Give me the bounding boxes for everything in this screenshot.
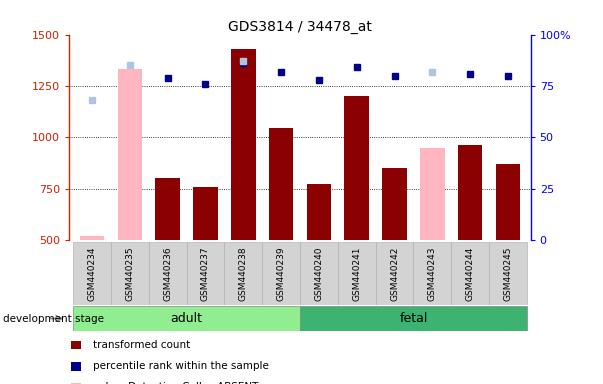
Bar	[71, 362, 81, 371]
Bar	[414, 242, 451, 305]
Bar	[193, 187, 218, 240]
Bar	[156, 179, 180, 240]
Bar	[149, 242, 186, 305]
Bar	[118, 70, 142, 240]
Bar	[224, 242, 262, 305]
Bar	[489, 242, 527, 305]
Text: GSM440245: GSM440245	[504, 247, 513, 301]
Bar	[80, 236, 104, 240]
Text: GSM440239: GSM440239	[277, 246, 286, 301]
Bar	[231, 49, 256, 240]
Text: GSM440236: GSM440236	[163, 246, 172, 301]
Bar	[71, 341, 81, 349]
Bar	[73, 242, 111, 305]
Text: GSM440241: GSM440241	[352, 247, 361, 301]
Text: GSM440234: GSM440234	[87, 247, 96, 301]
Text: GSM440235: GSM440235	[125, 246, 134, 301]
Text: GSM440242: GSM440242	[390, 247, 399, 301]
Text: adult: adult	[171, 312, 203, 325]
Bar	[382, 168, 407, 240]
Text: transformed count: transformed count	[93, 340, 191, 350]
Text: GSM440244: GSM440244	[466, 247, 475, 301]
Text: development stage: development stage	[3, 313, 104, 324]
Text: GSM440243: GSM440243	[428, 247, 437, 301]
Title: GDS3814 / 34478_at: GDS3814 / 34478_at	[228, 20, 372, 33]
Bar	[73, 306, 300, 331]
Text: percentile rank within the sample: percentile rank within the sample	[93, 361, 270, 371]
Bar	[420, 147, 444, 240]
Text: value, Detection Call = ABSENT: value, Detection Call = ABSENT	[93, 382, 259, 384]
Bar	[458, 146, 482, 240]
Bar	[376, 242, 414, 305]
Bar	[111, 242, 149, 305]
Bar	[186, 242, 224, 305]
Bar	[451, 242, 489, 305]
Bar	[262, 242, 300, 305]
Bar	[496, 164, 520, 240]
Bar	[338, 242, 376, 305]
Bar	[71, 383, 81, 384]
Text: fetal: fetal	[399, 312, 428, 325]
Text: GSM440240: GSM440240	[314, 247, 323, 301]
Text: GSM440237: GSM440237	[201, 246, 210, 301]
Bar	[269, 128, 294, 240]
Bar	[300, 306, 527, 331]
Bar	[306, 184, 331, 240]
Bar	[300, 242, 338, 305]
Bar	[344, 96, 369, 240]
Text: GSM440238: GSM440238	[239, 246, 248, 301]
